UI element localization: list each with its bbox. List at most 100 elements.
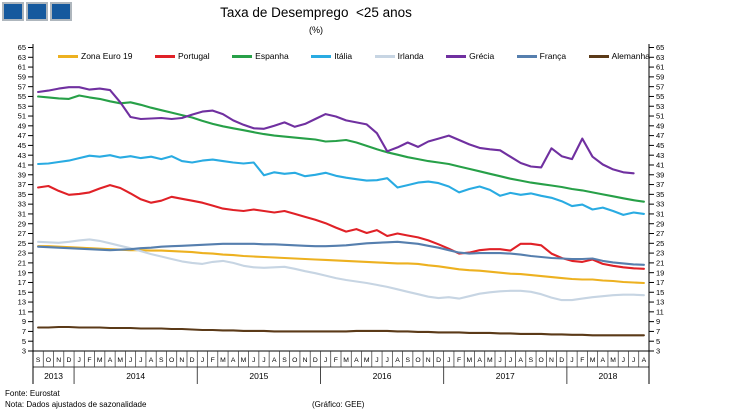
legend-label-portugal: Portugal — [178, 51, 210, 61]
x-month-label: O — [169, 357, 174, 364]
x-month-label: D — [559, 357, 564, 364]
footer-note: Nota: Dados ajustados de sazonalidade — [5, 400, 147, 409]
x-month-label: N — [426, 357, 431, 364]
legend-swatch-irlanda — [374, 54, 395, 58]
y-tick-label-left: 41 — [18, 161, 26, 170]
footer-credit: (Gráfico: GEE) — [312, 400, 365, 409]
y-tick-label-left: 55 — [18, 92, 26, 101]
x-year-label: 2015 — [249, 371, 268, 381]
x-month-label: S — [405, 357, 410, 364]
x-month-label: D — [436, 357, 441, 364]
legend-item-alemanha: Alemanha — [588, 51, 650, 61]
series-line-portugal — [37, 184, 645, 270]
x-month-label: F — [457, 357, 461, 364]
x-year-label: 2016 — [373, 371, 392, 381]
x-month-label: D — [66, 357, 71, 364]
x-month-label: O — [292, 357, 297, 364]
legend-swatch-grecia — [446, 54, 467, 58]
x-month-label: A — [272, 357, 277, 364]
legend-item-irlanda: Irlanda — [374, 51, 424, 61]
legend-swatch-alemanha — [588, 54, 609, 58]
x-month-label: J — [622, 357, 625, 364]
chart-title: Taxa de Desemprego <25 anos — [220, 5, 412, 20]
x-month-label: M — [610, 357, 616, 364]
x-month-label: J — [262, 357, 265, 364]
y-tick-label-left: 51 — [18, 112, 26, 121]
series-line-zona-euro-19 — [37, 245, 645, 285]
y-tick-label-right: 37 — [656, 180, 664, 189]
series-line-irlanda — [37, 238, 645, 302]
x-month-label: N — [179, 357, 184, 364]
y-tick-label-left: 29 — [18, 219, 26, 228]
x-month-label: M — [343, 357, 349, 364]
x-month-label: J — [129, 357, 132, 364]
y-tick-label-left: 43 — [18, 151, 26, 160]
series-line-franca — [37, 240, 645, 266]
x-month-label: J — [498, 357, 501, 364]
x-month-label: J — [632, 357, 635, 364]
x-month-label: M — [590, 357, 596, 364]
y-tick-label-right: 27 — [656, 229, 664, 238]
legend-swatch-zona-euro-19 — [58, 54, 78, 58]
x-month-label: M — [97, 357, 103, 364]
x-month-label: O — [46, 357, 51, 364]
y-tick-label-right: 7 — [656, 327, 660, 336]
x-month-label: O — [539, 357, 544, 364]
x-month-label: D — [313, 357, 318, 364]
y-tick-label-right: 49 — [656, 121, 664, 130]
y-tick-label-left: 19 — [18, 268, 26, 277]
y-tick-label-right: 61 — [656, 63, 664, 72]
x-month-label: A — [231, 357, 236, 364]
series-line-grecia — [37, 86, 635, 175]
y-tick-label-right: 63 — [656, 53, 664, 62]
y-tick-label-left: 57 — [18, 82, 26, 91]
chart-legend: Zona Euro 19 Portugal Espanha Itália Irlanda… — [58, 51, 650, 61]
logo-square — [2, 2, 24, 21]
x-month-label: S — [36, 357, 41, 364]
y-tick-label-left: 15 — [18, 288, 26, 297]
x-month-label: M — [220, 357, 226, 364]
x-month-label: F — [211, 357, 215, 364]
y-tick-label-left: 31 — [18, 210, 26, 219]
y-tick-label-left: 53 — [18, 102, 26, 111]
y-tick-label-right: 65 — [656, 43, 664, 52]
legend-label-alemanha: Alemanha — [611, 51, 650, 61]
x-year-label: 2014 — [126, 371, 145, 381]
y-tick-label-right: 5 — [656, 337, 660, 346]
x-month-label: A — [354, 357, 359, 364]
y-tick-label-left: 11 — [18, 307, 26, 316]
y-tick-label-right: 11 — [656, 307, 664, 316]
x-month-label: J — [570, 357, 573, 364]
y-tick-label-right: 43 — [656, 151, 664, 160]
x-month-label: M — [466, 357, 472, 364]
x-month-label: J — [375, 357, 378, 364]
x-month-label: D — [190, 357, 195, 364]
y-tick-label-right: 21 — [656, 258, 664, 267]
series-line-italia — [37, 154, 645, 216]
legend-item-italia: Itália — [311, 51, 352, 61]
x-year-label: 2017 — [496, 371, 515, 381]
y-tick-label-right: 23 — [656, 249, 664, 258]
x-month-label: A — [642, 357, 647, 364]
legend-label-grecia: Grécia — [469, 51, 495, 61]
legend-item-zona-euro-19: Zona Euro 19 — [58, 51, 133, 61]
y-tick-label-left: 45 — [18, 141, 26, 150]
y-tick-label-left: 49 — [18, 121, 26, 130]
legend-swatch-espanha — [232, 54, 253, 58]
x-month-label: S — [529, 357, 534, 364]
y-tick-label-right: 33 — [656, 200, 664, 209]
x-month-label: J — [447, 357, 450, 364]
y-tick-label-right: 35 — [656, 190, 664, 199]
y-tick-label-right: 31 — [656, 210, 664, 219]
y-tick-label-left: 23 — [18, 249, 26, 258]
y-tick-label-right: 25 — [656, 239, 664, 248]
x-month-label: A — [518, 357, 523, 364]
x-month-label: J — [201, 357, 204, 364]
y-tick-label-left: 7 — [22, 327, 26, 336]
y-tick-label-left: 9 — [22, 317, 26, 326]
legend-label-espanha: Espanha — [255, 51, 289, 61]
legend-swatch-italia — [311, 54, 332, 58]
x-year-label: 2013 — [44, 371, 63, 381]
y-tick-label-right: 55 — [656, 92, 664, 101]
series-line-alemanha — [37, 325, 645, 337]
